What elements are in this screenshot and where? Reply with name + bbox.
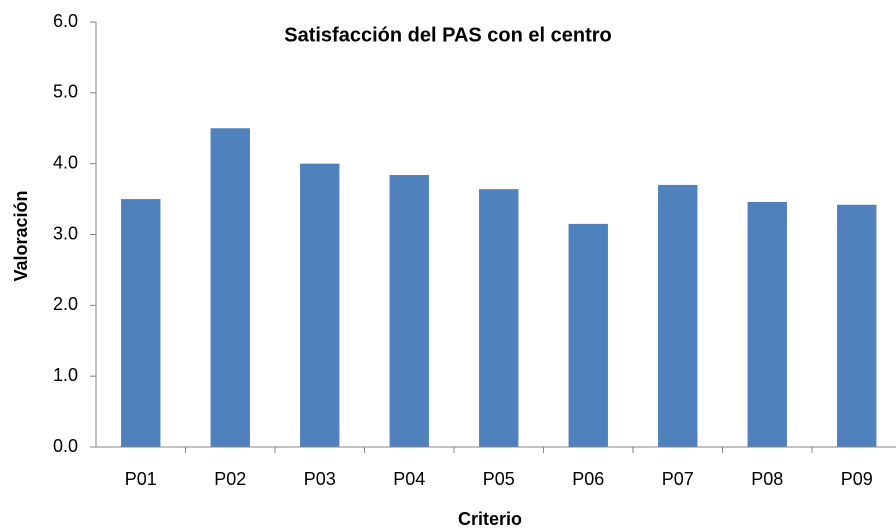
y-tick-label: 2.0 <box>53 294 78 314</box>
bar <box>658 184 698 447</box>
x-tick-label: P03 <box>304 469 336 489</box>
y-tick-label: 5.0 <box>53 82 78 102</box>
x-tick-label: P09 <box>841 469 873 489</box>
y-tick-label: 0.0 <box>53 436 78 456</box>
x-tick-label: P05 <box>483 469 515 489</box>
bar <box>121 199 161 447</box>
bar <box>210 128 250 447</box>
x-tick-label: P07 <box>662 469 694 489</box>
x-tick-label: P04 <box>393 469 425 489</box>
y-tick-label: 1.0 <box>53 365 78 385</box>
bar <box>389 175 429 447</box>
y-axis-label: Valoración <box>11 190 31 281</box>
bar <box>568 223 608 447</box>
chart-title: Satisfacción del PAS con el centro <box>284 24 612 46</box>
x-tick-label: P08 <box>751 469 783 489</box>
bar <box>837 204 877 447</box>
x-tick-label: P01 <box>125 469 157 489</box>
bar <box>747 201 787 447</box>
x-tick-label: P02 <box>214 469 246 489</box>
y-tick-label: 4.0 <box>53 152 78 172</box>
bar <box>479 189 519 447</box>
y-tick-label: 6.0 <box>53 11 78 31</box>
bar <box>300 163 340 447</box>
y-tick-label: 3.0 <box>53 223 78 243</box>
x-axis-label: Criterio <box>458 509 522 529</box>
x-tick-label: P06 <box>572 469 604 489</box>
